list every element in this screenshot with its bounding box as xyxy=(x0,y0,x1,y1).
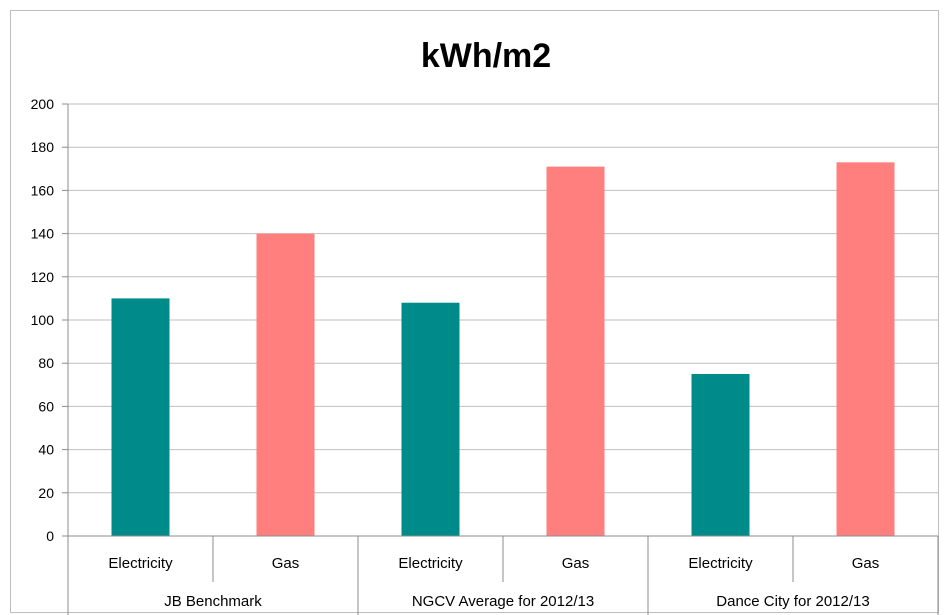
bar xyxy=(691,374,750,536)
bar xyxy=(401,302,460,536)
x-axis: Electricity Gas Electricity Gas Electricity G… xyxy=(67,104,939,615)
x-category-label: Gas xyxy=(852,555,880,572)
y-tick-label: 140 xyxy=(31,226,55,242)
y-axis-ticks: 0 20 40 60 80 100 120 140 160 180 200 xyxy=(31,96,68,544)
bar xyxy=(546,166,605,536)
y-tick-label: 80 xyxy=(38,355,54,371)
y-tick-label: 160 xyxy=(31,182,55,198)
y-tick-label: 60 xyxy=(38,398,54,414)
y-tick-label: 200 xyxy=(31,96,55,112)
bar xyxy=(836,162,895,536)
y-tick-label: 100 xyxy=(31,312,55,328)
chart-title: kWh/m2 xyxy=(421,37,551,75)
y-tick-label: 40 xyxy=(38,442,54,458)
y-tick-label: 0 xyxy=(46,528,54,544)
bars xyxy=(111,162,895,536)
x-category-label: Electricity xyxy=(398,555,463,572)
x-category-label: Gas xyxy=(562,555,590,572)
bar xyxy=(256,233,315,536)
y-tick-label: 180 xyxy=(31,139,55,155)
x-category-label: Electricity xyxy=(688,555,753,572)
x-group-label: NGCV Average for 2012/13 xyxy=(412,593,594,610)
x-group-label: Dance City for 2012/13 xyxy=(716,593,869,610)
y-tick-label: 20 xyxy=(38,485,54,501)
x-group-label: JB Benchmark xyxy=(164,593,262,610)
bar xyxy=(111,298,170,536)
x-category-label: Gas xyxy=(272,555,300,572)
grid-lines xyxy=(68,103,938,494)
y-tick-label: 120 xyxy=(31,269,55,285)
x-category-label: Electricity xyxy=(108,555,173,572)
